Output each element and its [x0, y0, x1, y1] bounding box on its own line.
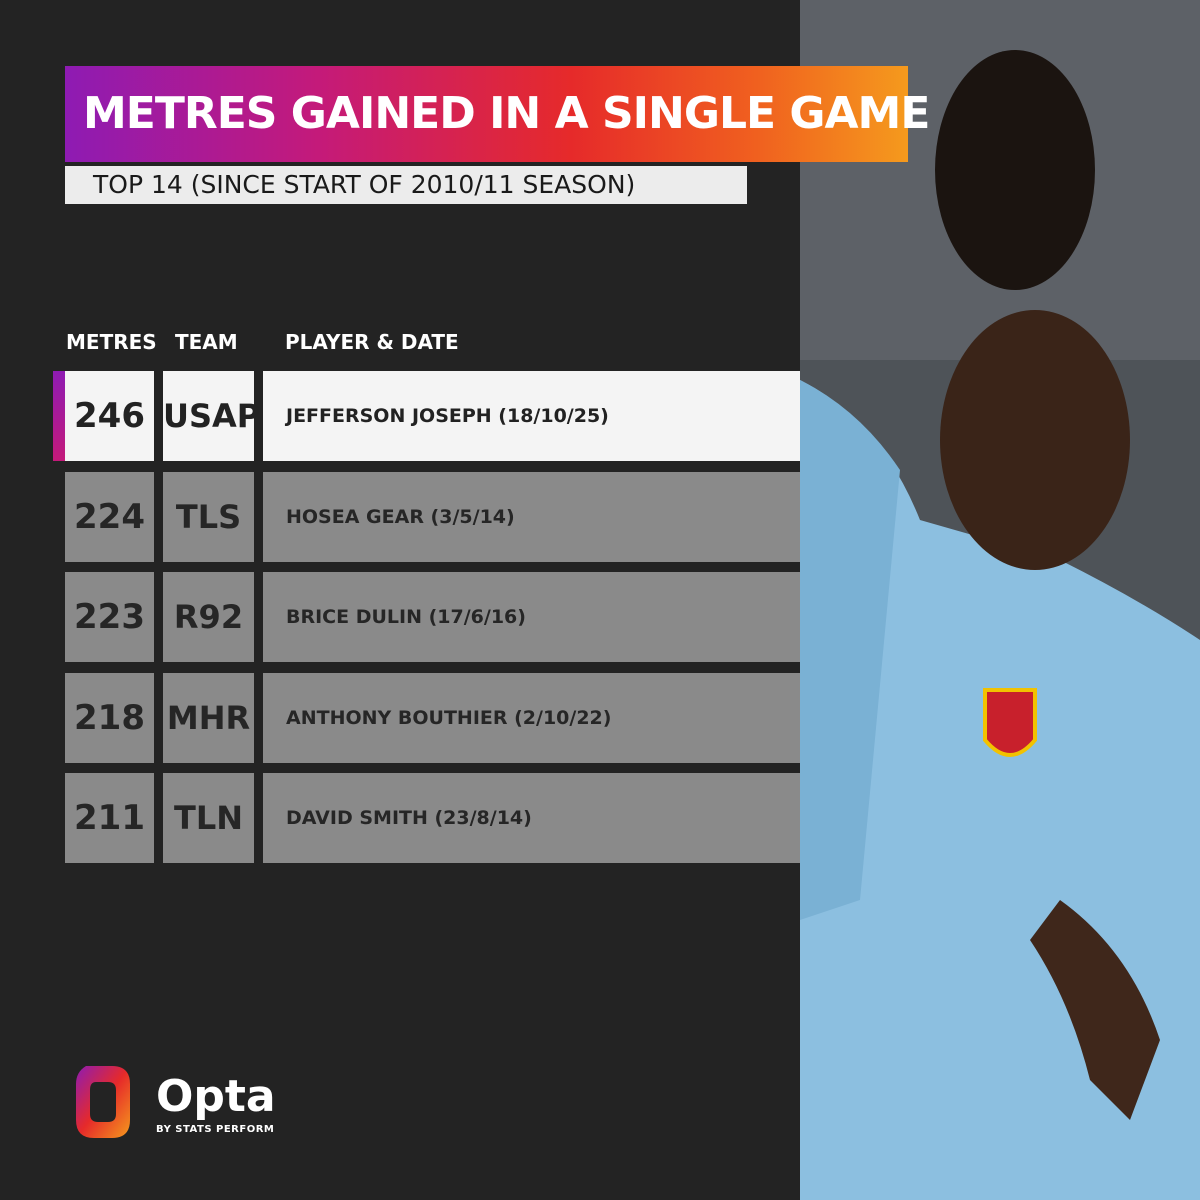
player-cell: BRICE DULIN (17/6/16): [263, 572, 800, 662]
page-title: METRES GAINED IN A SINGLE GAME: [83, 88, 930, 139]
opta-logo-icon: [76, 1066, 130, 1138]
table-row: 211 TLN DAVID SMITH (23/8/14): [65, 773, 800, 863]
table-row: 224 TLS HOSEA GEAR (3/5/14): [65, 472, 800, 562]
title-banner: METRES GAINED IN A SINGLE GAME: [65, 66, 930, 162]
player-cell: DAVID SMITH (23/8/14): [263, 773, 800, 863]
opta-wordmark: Opta: [156, 1071, 276, 1122]
opta-logo: Opta BY STATS PERFORM: [72, 1062, 332, 1142]
team-cell: TLN: [163, 773, 254, 863]
subtitle-banner: TOP 14 (SINCE START OF 2010/11 SEASON): [65, 166, 747, 204]
metres-cell: 223: [65, 572, 154, 662]
team-cell: MHR: [163, 673, 254, 763]
opta-tagline: BY STATS PERFORM: [156, 1124, 275, 1135]
player-cell: ANTHONY BOUTHIER (2/10/22): [263, 673, 800, 763]
column-header-player: PLAYER & DATE: [285, 330, 459, 354]
table-row: 246 USAP JEFFERSON JOSEPH (18/10/25): [53, 371, 800, 461]
metres-cell: 211: [65, 773, 154, 863]
metres-cell: 218: [65, 673, 154, 763]
highlight-accent: [53, 371, 65, 461]
team-cell: R92: [163, 572, 254, 662]
table-row: 223 R92 BRICE DULIN (17/6/16): [65, 572, 800, 662]
player-photo-illustration: [800, 0, 1200, 1200]
player-cell: HOSEA GEAR (3/5/14): [263, 472, 800, 562]
team-cell: TLS: [163, 472, 254, 562]
metres-cell: 224: [65, 472, 154, 562]
table-row: 218 MHR ANTHONY BOUTHIER (2/10/22): [65, 673, 800, 763]
column-header-team: TEAM: [175, 330, 238, 354]
page-subtitle: TOP 14 (SINCE START OF 2010/11 SEASON): [93, 170, 636, 199]
column-header-metres: METRES: [66, 330, 157, 354]
metres-cell: 246: [65, 371, 154, 461]
player-photo: [800, 0, 1200, 1200]
player-cell: JEFFERSON JOSEPH (18/10/25): [263, 371, 800, 461]
team-cell: USAP: [163, 371, 260, 461]
